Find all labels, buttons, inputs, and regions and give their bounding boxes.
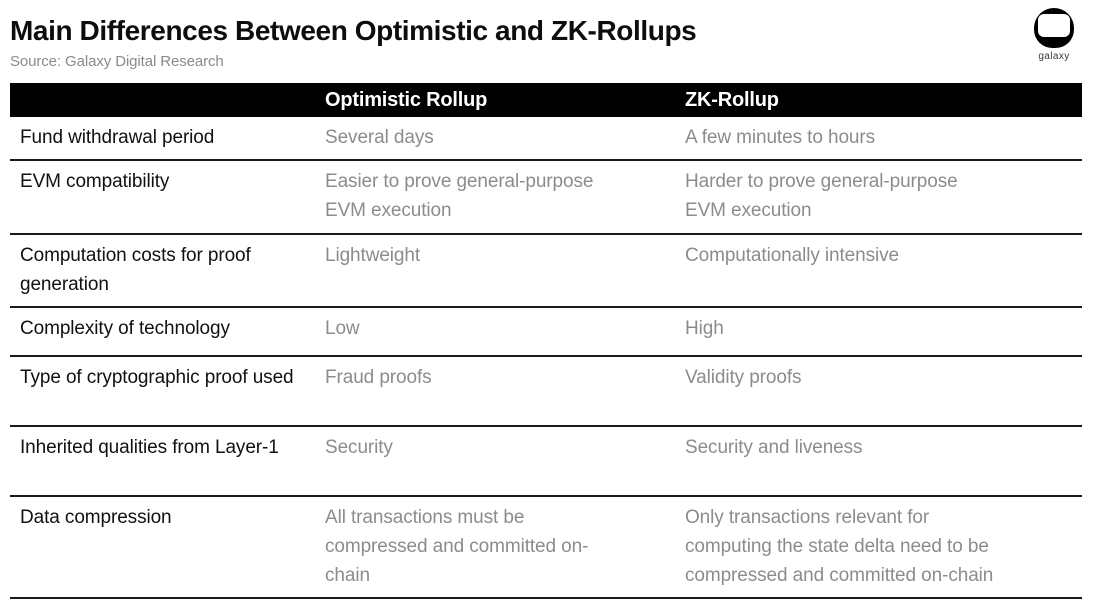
table-row: Complexity of technology Low High — [10, 308, 1082, 357]
page-title: Main Differences Between Optimistic and … — [10, 15, 697, 46]
zk-rollup-value: Harder to prove general-purpose EVM exec… — [685, 171, 958, 221]
column-header-optimistic-rollup: Optimistic Rollup — [325, 88, 488, 111]
row-label: Fund withdrawal period — [20, 127, 215, 148]
table-row: Fund withdrawal period Several days A fe… — [10, 117, 1082, 161]
galaxy-helmet-icon — [1034, 8, 1074, 48]
optimistic-rollup-value: All transactions must be compressed and … — [325, 507, 589, 586]
galaxy-logo-wordmark: galaxy — [1038, 51, 1070, 62]
zk-rollup-value: Computationally intensive — [685, 245, 900, 266]
galaxy-logo: galaxy — [1030, 8, 1078, 62]
zk-rollup-value: High — [685, 318, 724, 339]
zk-rollup-value: Only transactions relevant for computing… — [685, 507, 994, 586]
table-row: Inherited qualities from Layer-1 Securit… — [10, 427, 1082, 497]
row-label: Computation costs for proof generation — [20, 245, 251, 295]
row-label: Inherited qualities from Layer-1 — [20, 437, 279, 458]
row-label: Data compression — [20, 507, 172, 528]
zk-rollup-value: Validity proofs — [685, 367, 802, 388]
optimistic-rollup-value: Security — [325, 437, 393, 458]
column-header-zk-rollup: ZK-Rollup — [685, 88, 779, 111]
galaxy-visor-shape — [1038, 14, 1070, 37]
optimistic-rollup-value: Low — [325, 318, 360, 339]
table-row: Computation costs for proof generation L… — [10, 235, 1082, 308]
optimistic-rollup-value: Easier to prove general-purpose EVM exec… — [325, 171, 594, 221]
table-row: EVM compatibility Easier to prove genera… — [10, 161, 1082, 235]
row-label: Type of cryptographic proof used — [20, 367, 294, 388]
table-row: Data compression All transactions must b… — [10, 497, 1082, 599]
source-note: Source: Galaxy Digital Research — [10, 53, 224, 70]
zk-rollup-value: A few minutes to hours — [685, 127, 876, 148]
comparison-table: Optimistic Rollup ZK-Rollup Fund withdra… — [10, 83, 1082, 599]
row-label: EVM compatibility — [20, 171, 170, 192]
table-body: Fund withdrawal period Several days A fe… — [10, 117, 1082, 599]
table-row: Type of cryptographic proof used Fraud p… — [10, 357, 1082, 427]
optimistic-rollup-value: Several days — [325, 127, 434, 148]
optimistic-rollup-value: Fraud proofs — [325, 367, 432, 388]
table-header-row: Optimistic Rollup ZK-Rollup — [10, 83, 1082, 117]
row-label: Complexity of technology — [20, 318, 230, 339]
optimistic-rollup-value: Lightweight — [325, 245, 421, 266]
zk-rollup-value: Security and liveness — [685, 437, 863, 458]
